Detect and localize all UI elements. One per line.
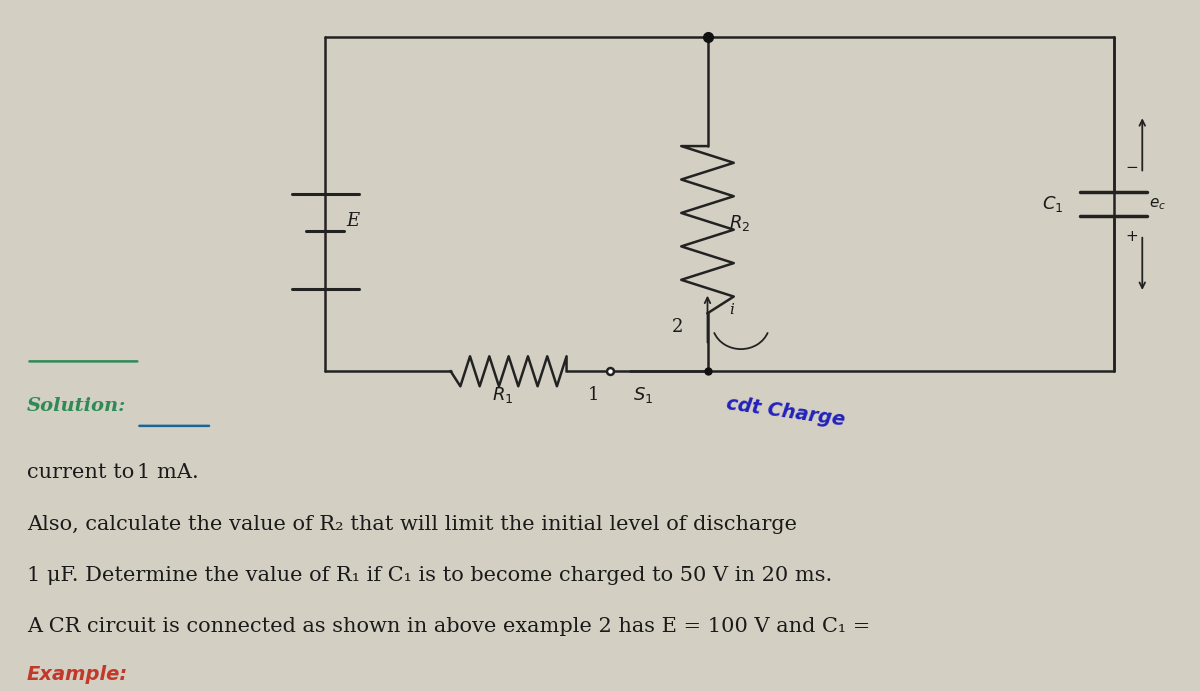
- Text: $R_2$: $R_2$: [730, 213, 750, 233]
- Text: 1: 1: [588, 386, 600, 404]
- Text: 2: 2: [672, 318, 683, 336]
- Text: i: i: [730, 303, 734, 317]
- Text: Also, calculate the value of R₂ that will limit the initial level of discharge: Also, calculate the value of R₂ that wil…: [26, 515, 797, 533]
- Text: −: −: [1126, 160, 1139, 176]
- Text: 1 μF. Determine the value of R₁ if C₁ is to become charged to 50 V in 20 ms.: 1 μF. Determine the value of R₁ if C₁ is…: [26, 566, 832, 585]
- Text: E: E: [347, 212, 360, 230]
- Text: cdt Charge: cdt Charge: [726, 395, 847, 430]
- Text: $C_1$: $C_1$: [1042, 194, 1063, 214]
- Text: $R_1$: $R_1$: [492, 386, 514, 406]
- Text: Example:: Example:: [26, 665, 127, 683]
- Text: Solution:: Solution:: [26, 397, 126, 415]
- Text: A CR circuit is connected as shown in above example 2 has E = 100 V and C₁ =: A CR circuit is connected as shown in ab…: [26, 617, 870, 636]
- Text: $e_c$: $e_c$: [1150, 196, 1166, 212]
- Text: $S_1$: $S_1$: [634, 386, 654, 406]
- Text: 1 mA.: 1 mA.: [137, 464, 198, 482]
- Text: current to: current to: [26, 464, 140, 482]
- Text: +: +: [1126, 229, 1139, 245]
